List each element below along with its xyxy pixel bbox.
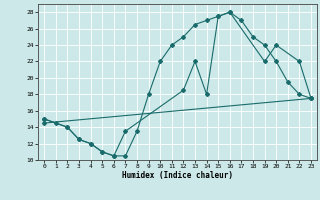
X-axis label: Humidex (Indice chaleur): Humidex (Indice chaleur): [122, 171, 233, 180]
